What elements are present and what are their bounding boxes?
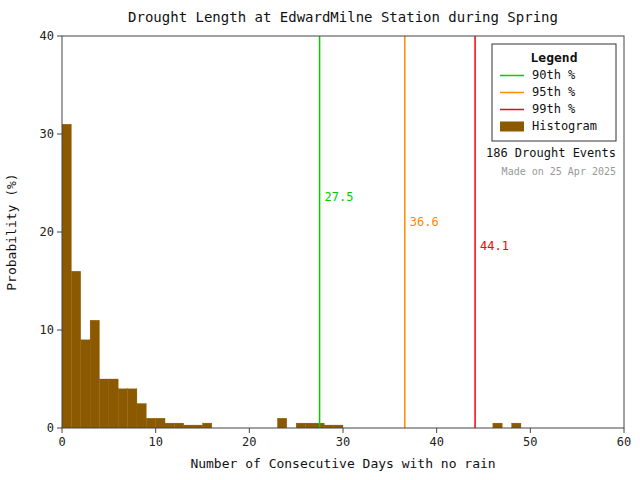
x-tick	[155, 428, 156, 433]
histogram-bar	[62, 124, 71, 428]
background	[0, 0, 640, 480]
annotation: 186 Drought Events	[486, 146, 616, 160]
y-tick-label: 40	[40, 29, 54, 43]
title: Drought Length at EdwardMilne Station du…	[128, 9, 558, 25]
x-tick-label: 30	[336, 435, 350, 449]
chart: 27.5 36.6 44.1 0 10 20 30 40 50 60 0 10 20 30 40 Drough…	[0, 0, 640, 480]
plot-frame	[62, 36, 624, 428]
y-tick-label: 10	[40, 323, 54, 337]
histogram-bar	[99, 379, 108, 428]
histogram-bar	[71, 271, 80, 428]
histogram-bar	[277, 418, 286, 428]
x-tick	[624, 428, 625, 433]
percentile-line	[474, 36, 476, 428]
histogram-bar	[512, 423, 521, 428]
x-tick-label: 40	[429, 435, 443, 449]
y-tick	[57, 330, 62, 331]
y-tick	[57, 428, 62, 429]
annotation: Made on 25 Apr 2025	[502, 166, 616, 177]
y-tick-label: 0	[47, 421, 54, 435]
x-tick	[530, 428, 531, 433]
histogram-bar	[81, 340, 90, 428]
legend-entry: 90th %	[532, 68, 576, 82]
percentile-line	[319, 36, 321, 428]
y-tick	[57, 232, 62, 233]
histogram-bar	[306, 423, 315, 428]
histogram-bar	[165, 423, 174, 428]
percentile-value: 27.5	[325, 190, 354, 204]
x-tick	[436, 428, 437, 433]
x-tick-label: 50	[523, 435, 537, 449]
percentile-value: 36.6	[410, 215, 439, 229]
legend-box	[492, 44, 616, 141]
histogram-bar	[203, 423, 212, 428]
x-axis-label: Number of Consecutive Days with no rain	[190, 456, 495, 471]
y-tick-label: 20	[40, 225, 54, 239]
plot-area	[62, 36, 521, 428]
legend-swatch	[500, 75, 524, 77]
legend: Legend 90th % 95th % 99th % Histogram	[492, 44, 616, 141]
y-tick-label: 30	[40, 127, 54, 141]
histogram-bar	[493, 423, 502, 428]
histogram-bar	[146, 418, 155, 428]
x-tick-label: 60	[617, 435, 631, 449]
percentile-line	[404, 36, 406, 428]
percentile-value: 44.1	[480, 239, 509, 253]
x-tick	[62, 428, 63, 433]
x-tick-label: 10	[148, 435, 162, 449]
histogram-bar	[156, 418, 165, 428]
y-tick	[57, 134, 62, 135]
legend-title: Legend	[531, 50, 578, 65]
histogram-bar	[109, 379, 118, 428]
x-tick	[249, 428, 250, 433]
y-tick	[57, 36, 62, 37]
legend-swatch	[500, 109, 524, 111]
histogram-bar	[90, 320, 99, 428]
legend-entry: Histogram	[532, 119, 597, 133]
legend-swatch	[500, 122, 524, 132]
histogram-bar	[128, 389, 137, 428]
histogram-bar	[174, 423, 183, 428]
y-axis-label: Probability (%)	[4, 173, 19, 290]
x-tick	[343, 428, 344, 433]
legend-swatch	[500, 92, 524, 94]
legend-entry: 99th %	[532, 102, 576, 116]
histogram-bar	[137, 404, 146, 429]
histogram-bar	[296, 423, 305, 428]
x-tick-label: 20	[242, 435, 256, 449]
x-tick-label: 0	[58, 435, 65, 449]
legend-entry: 95th %	[532, 85, 576, 99]
histogram-bar	[118, 389, 127, 428]
